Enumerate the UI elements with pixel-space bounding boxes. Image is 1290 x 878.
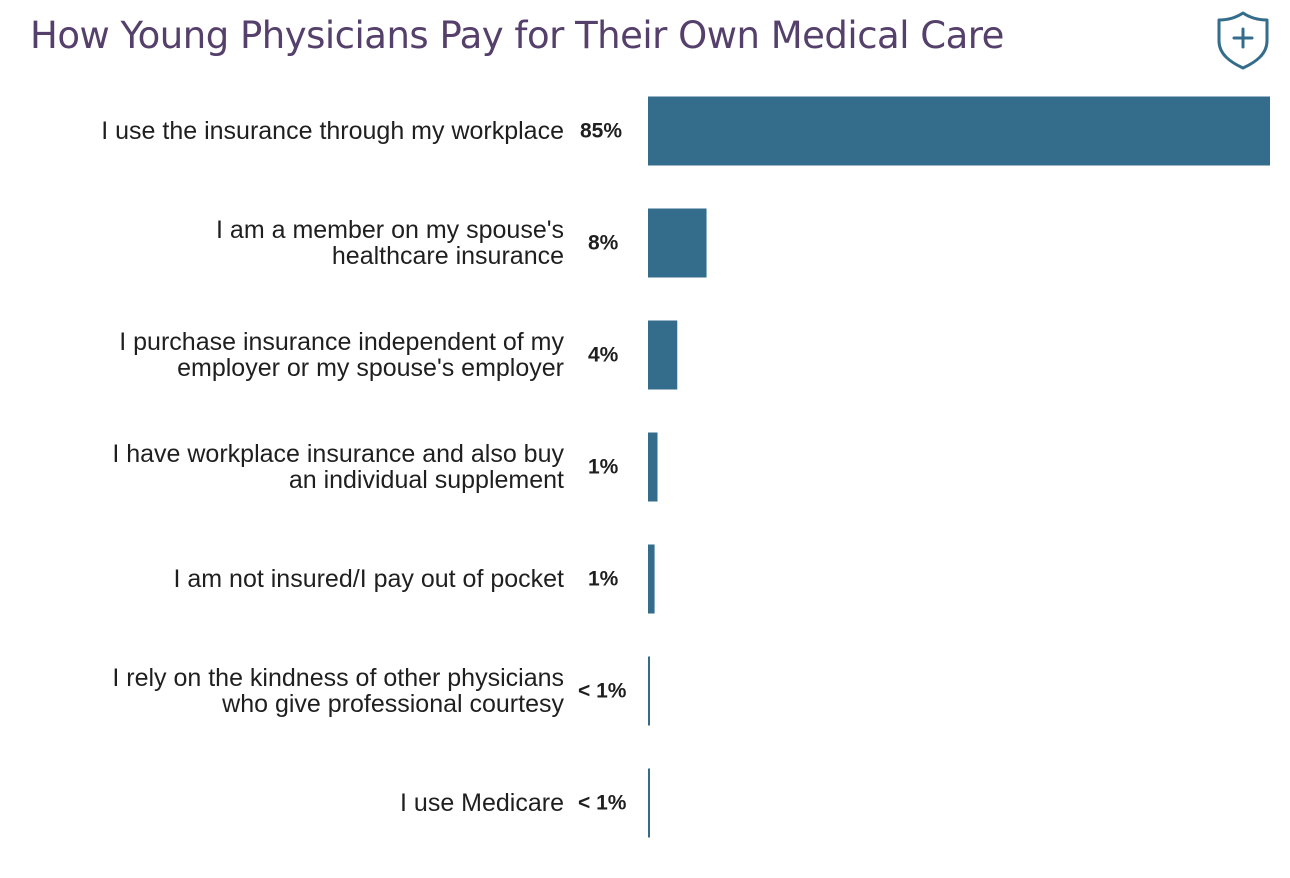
chart-title: How Young Physicians Pay for Their Own M… (30, 14, 1004, 57)
category-label: I purchase insurance independent of my (119, 328, 564, 356)
value-label: 1% (588, 456, 619, 479)
value-label: < 1% (578, 680, 627, 703)
bar (648, 320, 678, 390)
bar (648, 96, 1270, 166)
shield-plus-icon (1217, 11, 1269, 70)
value-label: 85% (580, 120, 622, 143)
category-label: who give professional courtesy (221, 690, 564, 718)
bar (648, 544, 655, 614)
value-label: 4% (588, 344, 619, 367)
bar (648, 208, 707, 278)
bar (648, 432, 658, 502)
value-label: 1% (588, 568, 619, 591)
category-label: an individual supplement (289, 466, 564, 494)
shield-outline (1217, 11, 1269, 70)
category-label: I am not insured/I pay out of pocket (173, 565, 564, 593)
category-label: I have workplace insurance and also buy (112, 440, 564, 468)
value-label: < 1% (578, 792, 627, 815)
category-label: I am a member on my spouse's (216, 216, 564, 244)
bar (648, 768, 650, 838)
category-label: I use the insurance through my workplace (101, 117, 564, 145)
value-label: 8% (588, 232, 619, 255)
category-label: I rely on the kindness of other physicia… (112, 664, 564, 692)
bar (648, 656, 650, 726)
category-label: employer or my spouse's employer (177, 354, 564, 382)
category-label: I use Medicare (400, 789, 564, 817)
category-label: healthcare insurance (332, 242, 564, 270)
